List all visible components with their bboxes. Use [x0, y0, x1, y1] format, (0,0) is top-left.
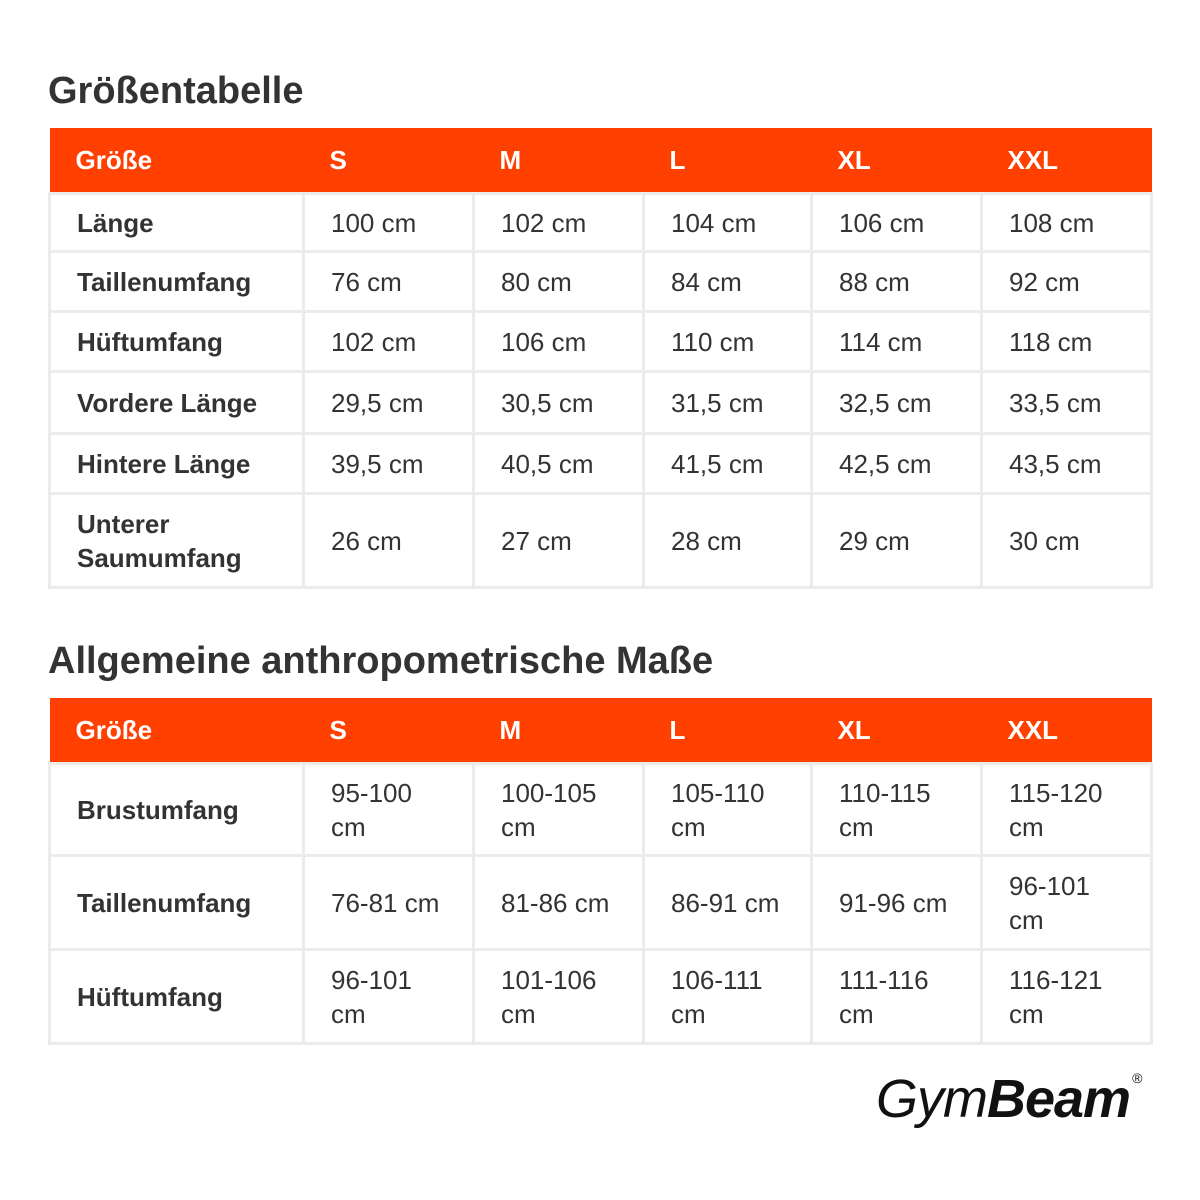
row-label: Brustumfang: [48, 762, 305, 857]
header-cell: XXL: [981, 698, 1152, 764]
cell: 27 cm: [472, 492, 645, 589]
row-label: Vordere Länge: [48, 370, 305, 435]
table-row: Hüftumfang 96-101 cm 101-106 cm 106-111 cm 1…: [48, 948, 1153, 1045]
size-table: Größe S M L XL XXL Brustumfang 95-100 cm 100-105…: [48, 698, 1153, 1045]
table-row: Brustumfang 95-100 cm 100-105 cm 105-110 cm…: [48, 762, 1153, 857]
header-cell: XL: [811, 698, 982, 764]
cell: 102 cm: [302, 310, 475, 373]
cell: 105-110 cm: [642, 762, 813, 857]
header-cell: Größe: [49, 698, 304, 764]
header-cell: Größe: [49, 128, 304, 194]
cell: 95-100 cm: [302, 762, 475, 857]
cell: 86-91 cm: [642, 854, 813, 951]
cell: 32,5 cm: [810, 370, 983, 435]
table-body: Länge 100 cm 102 cm 104 cm 106 cm 108 cm Taill…: [48, 192, 1153, 589]
logo-text: Gym: [876, 1069, 988, 1129]
row-label: Taillenumfang: [48, 854, 305, 951]
row-label: Hüftumfang: [48, 948, 305, 1045]
table-head: Größe S M L XL XXL: [49, 698, 1152, 764]
header-cell: S: [303, 698, 474, 764]
cell: 91-96 cm: [810, 854, 983, 951]
cell: 96-101 cm: [980, 854, 1153, 951]
cell: 106 cm: [810, 192, 983, 253]
cell: 110 cm: [642, 310, 813, 373]
logo-text: Beam: [987, 1069, 1131, 1129]
table-row: Hintere Länge 39,5 cm 40,5 cm 41,5 cm 42,5 c…: [48, 432, 1153, 495]
cell: 28 cm: [642, 492, 813, 589]
cell: 30,5 cm: [472, 370, 645, 435]
section-title: Allgemeine anthropometrische Maße: [48, 640, 714, 682]
cell: 92 cm: [980, 250, 1153, 313]
header-row: Größe S M L XL XXL: [49, 128, 1152, 194]
logo: GymBeam ®: [876, 1068, 1142, 1130]
cell: 76 cm: [302, 250, 475, 313]
cell: 111-116 cm: [810, 948, 983, 1045]
section-title: Größentabelle: [48, 70, 304, 112]
cell: 41,5 cm: [642, 432, 813, 495]
cell: 96-101 cm: [302, 948, 475, 1045]
cell: 29 cm: [810, 492, 983, 589]
cell: 115-120 cm: [980, 762, 1153, 857]
cell: 84 cm: [642, 250, 813, 313]
cell: 76-81 cm: [302, 854, 475, 951]
header-cell: XL: [811, 128, 982, 194]
header-cell: M: [473, 128, 644, 194]
cell: 30 cm: [980, 492, 1153, 589]
cell: 100 cm: [302, 192, 475, 253]
cell: 80 cm: [472, 250, 645, 313]
size-table: Größe S M L XL XXL Länge 100 cm 102 cm 104 cm 106 …: [48, 128, 1153, 589]
cell: 102 cm: [472, 192, 645, 253]
table-row: Taillenumfang 76-81 cm 81-86 cm 86-91 cm 91-…: [48, 854, 1153, 951]
row-label: Taillenumfang: [48, 250, 305, 313]
logo-mark: ®: [1132, 1070, 1142, 1086]
header-cell: L: [643, 128, 812, 194]
cell: 42,5 cm: [810, 432, 983, 495]
table-head: Größe S M L XL XXL: [49, 128, 1152, 194]
header-cell: XXL: [981, 128, 1152, 194]
cell: 39,5 cm: [302, 432, 475, 495]
cell: 31,5 cm: [642, 370, 813, 435]
row-label: Hintere Länge: [48, 432, 305, 495]
table-row: Vordere Länge 29,5 cm 30,5 cm 31,5 cm 32,5 c…: [48, 370, 1153, 435]
header-row: Größe S M L XL XXL: [49, 698, 1152, 764]
cell: 104 cm: [642, 192, 813, 253]
cell: 33,5 cm: [980, 370, 1153, 435]
cell: 116-121 cm: [980, 948, 1153, 1045]
cell: 40,5 cm: [472, 432, 645, 495]
row-label: Hüftumfang: [48, 310, 305, 373]
table-body: Brustumfang 95-100 cm 100-105 cm 105-110 cm…: [48, 762, 1153, 1045]
cell: 108 cm: [980, 192, 1153, 253]
row-label: Länge: [48, 192, 305, 253]
cell: 106-111 cm: [642, 948, 813, 1045]
cell: 110-115 cm: [810, 762, 983, 857]
table-row: Unterer Saumumfang 26 cm 27 cm 28 cm 29 cm 30…: [48, 492, 1153, 589]
header-cell: M: [473, 698, 644, 764]
table-row: Hüftumfang 102 cm 106 cm 110 cm 114 cm 118 cm: [48, 310, 1153, 373]
cell: 43,5 cm: [980, 432, 1153, 495]
header-cell: L: [643, 698, 812, 764]
header-cell: S: [303, 128, 474, 194]
cell: 81-86 cm: [472, 854, 645, 951]
row-label: Unterer Saumumfang: [48, 492, 305, 589]
cell: 114 cm: [810, 310, 983, 373]
cell: 118 cm: [980, 310, 1153, 373]
cell: 106 cm: [472, 310, 645, 373]
cell: 101-106 cm: [472, 948, 645, 1045]
cell: 100-105 cm: [472, 762, 645, 857]
cell: 29,5 cm: [302, 370, 475, 435]
table-row: Länge 100 cm 102 cm 104 cm 106 cm 108 cm: [48, 192, 1153, 253]
cell: 26 cm: [302, 492, 475, 589]
cell: 88 cm: [810, 250, 983, 313]
table-row: Taillenumfang 76 cm 80 cm 84 cm 88 cm 92 cm: [48, 250, 1153, 313]
